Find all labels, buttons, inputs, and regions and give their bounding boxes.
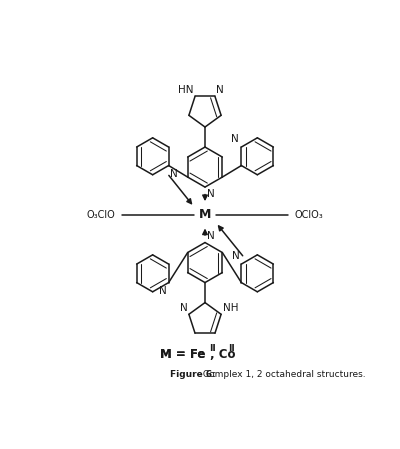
Text: HN: HN [178,85,194,95]
Text: M = Fe: M = Fe [160,348,205,361]
Text: OClO₃: OClO₃ [294,210,323,220]
Text: M: M [199,208,211,221]
Text: , Co: , Co [210,348,235,361]
Text: N: N [180,303,187,313]
Text: O₃ClO: O₃ClO [87,210,116,220]
Text: II: II [228,344,235,353]
Text: Complex 1, 2 octahedral structures.: Complex 1, 2 octahedral structures. [200,370,366,379]
Text: N: N [230,134,238,144]
Text: N: N [170,169,178,179]
Text: Figure 6:: Figure 6: [170,370,215,379]
Text: N: N [216,85,224,95]
Text: N: N [206,231,214,241]
Text: II: II [210,344,216,353]
Text: NH: NH [223,303,238,313]
Text: M = Fe: M = Fe [160,348,205,361]
Text: N: N [206,189,214,198]
Text: N: N [232,251,240,261]
Text: N: N [159,286,167,295]
